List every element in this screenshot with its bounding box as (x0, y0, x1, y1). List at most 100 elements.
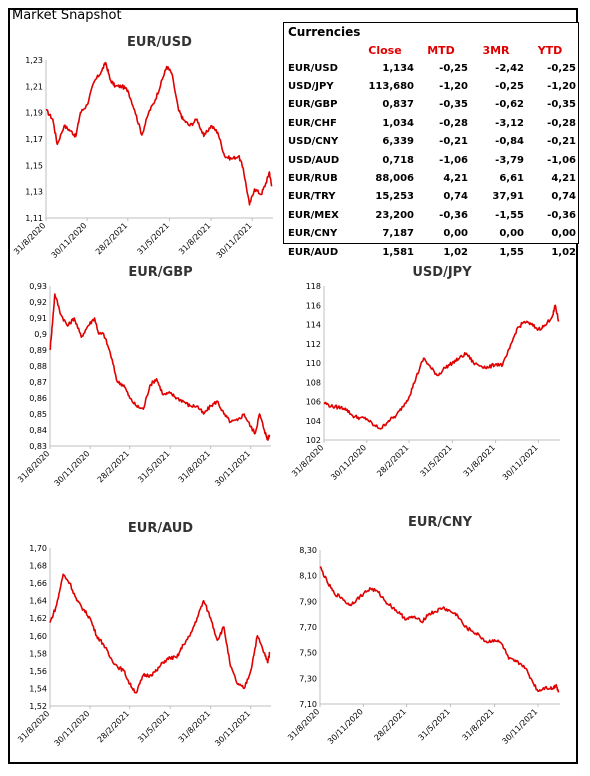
x-tick-label: 31/8/2020 (16, 449, 51, 484)
y-tick-label: 1,64 (29, 597, 47, 606)
cell-close: 1,134 (382, 62, 414, 74)
chart-svg: USD/JPY 102 104 106 108 110 112 114 116 118 31/8/2… (290, 265, 560, 482)
series-line (45, 61, 273, 206)
y-tick-label: 0,83 (29, 442, 47, 451)
y-tick-label: 7,50 (299, 649, 317, 658)
y-tick-label: 0,92 (29, 298, 47, 307)
cell-ytd: -0,28 (547, 117, 576, 129)
y-tick-label: 1,11 (25, 214, 43, 223)
x-tick-label: 28/2/2021 (96, 449, 131, 484)
x-tick-label: 31/8/2021 (177, 221, 212, 256)
chart-title: EUR/USD (127, 35, 192, 50)
cell-close: 0,718 (382, 154, 414, 166)
cell-pair: EUR/GBP (288, 99, 338, 111)
x-tick-label: 30/11/2021 (213, 709, 252, 748)
x-tick-label: 28/2/2021 (94, 221, 129, 256)
table-row: EUR/RUB 88,006 4,21 6,61 4,21 (286, 169, 576, 187)
cell-r3m: -0,25 (495, 81, 524, 93)
y-tick-label: 1,60 (29, 632, 47, 641)
cell-pair: EUR/MEX (288, 209, 339, 221)
y-tick-label: 8,10 (299, 572, 317, 581)
series-line (49, 293, 271, 441)
y-tick-label: 1,13 (25, 188, 43, 197)
x-tick-label: 31/8/2020 (286, 707, 321, 742)
series-line (319, 566, 560, 693)
cell-pair: EUR/RUB (288, 173, 338, 185)
cell-mtd: 0,00 (443, 228, 468, 240)
y-tick-label: 1,23 (25, 56, 43, 65)
y-tick-label: 7,30 (299, 674, 317, 683)
cell-r3m: -0,84 (495, 136, 524, 148)
cell-r3m: 37,91 (492, 191, 524, 203)
cell-r3m: -0,62 (495, 99, 524, 111)
cell-mtd: 4,21 (443, 173, 468, 185)
cell-mtd: 1,02 (443, 246, 468, 258)
cell-ytd: -1,20 (547, 81, 576, 93)
x-tick-label: 30/11/2020 (329, 443, 368, 482)
cell-mtd: -0,25 (439, 62, 468, 74)
y-tick-label: 102 (306, 436, 321, 445)
header-3mr: 3MR (482, 43, 510, 57)
cell-pair: EUR/AUD (288, 246, 339, 258)
y-tick-label: 0,93 (29, 282, 47, 291)
cell-close: 6,339 (382, 136, 414, 148)
cell-close: 23,200 (375, 209, 414, 221)
x-tick-label: 30/11/2020 (326, 707, 365, 746)
table-row: USD/AUD 0,718 -1,06 -3,79 -1,06 (286, 151, 576, 169)
y-tick-label: 1,19 (25, 109, 43, 118)
cell-close: 7,187 (382, 228, 414, 240)
x-tick-label: 31/5/2021 (136, 449, 171, 484)
cell-r3m: 1,55 (499, 246, 524, 258)
y-tick-label: 8,30 (299, 546, 317, 555)
cell-pair: EUR/CHF (288, 117, 337, 129)
y-tick-label: 7,10 (299, 700, 317, 709)
cell-ytd: -1,06 (547, 154, 576, 166)
snapshot-frame (8, 8, 578, 764)
y-tick-label: 1,70 (29, 544, 47, 553)
currencies-title: Currencies (288, 25, 361, 39)
x-tick-label: 31/8/2020 (290, 443, 325, 478)
x-tick-label: 31/5/2021 (418, 443, 453, 478)
chart-eur-cny: EUR/CNY 7,10 7,30 7,50 7,70 7,90 8,10 8,30 31/8/… (286, 506, 574, 762)
x-tick-label: 28/2/2021 (373, 707, 408, 742)
x-tick-label: 31/8/2021 (177, 709, 212, 744)
y-tick-label: 1,21 (25, 82, 43, 91)
y-tick-label: 0,85 (29, 410, 47, 419)
cell-ytd: -0,21 (547, 136, 576, 148)
y-tick-label: 110 (306, 359, 321, 368)
y-tick-label: 1,58 (29, 649, 47, 658)
table-row: EUR/CNY 7,187 0,00 0,00 0,00 (286, 225, 576, 243)
x-tick-label: 31/8/2021 (462, 443, 497, 478)
cell-ytd: 0,74 (551, 191, 576, 203)
cell-close: 1,581 (382, 246, 414, 258)
y-tick-label: 118 (306, 282, 321, 291)
chart-title: USD/JPY (412, 265, 472, 280)
chart-title: EUR/GBP (128, 265, 192, 280)
table-row: EUR/AUD 1,581 1,02 1,55 1,02 (286, 243, 576, 261)
table-row: EUR/TRY 15,253 0,74 37,91 0,74 (286, 188, 576, 206)
chart-svg: EUR/AUD 1,52 1,54 1,56 1,58 1,60 1,62 1,64 1,66 1… (16, 521, 271, 748)
x-tick-label: 31/5/2021 (417, 707, 452, 742)
y-tick-label: 0,88 (29, 362, 47, 371)
chart-svg: EUR/CNY 7,10 7,30 7,50 7,70 7,90 8,10 8,30 31/8/… (286, 515, 560, 746)
x-tick-label: 30/11/2021 (213, 449, 252, 488)
y-tick-label: 1,52 (29, 702, 47, 711)
table-body: EUR/USD 1,134 -0,25 -2,42 -0,25 USD/JPY 113,68… (286, 59, 576, 261)
y-tick-label: 116 (306, 301, 321, 310)
cell-ytd: -0,35 (547, 99, 576, 111)
cell-ytd: 1,02 (551, 246, 576, 258)
cell-pair: EUR/CNY (288, 228, 338, 240)
y-tick-label: 1,15 (25, 161, 43, 170)
cell-ytd: -0,36 (547, 209, 576, 221)
chart-svg: EUR/USD 1,11 1,13 1,15 1,17 1,19 1,21 1,23 31/8/… (12, 35, 273, 260)
chart-title: EUR/AUD (128, 521, 193, 536)
y-tick-label: 1,17 (25, 135, 43, 144)
cell-r3m: -2,42 (495, 62, 524, 74)
x-tick-label: 31/8/2021 (461, 707, 496, 742)
cell-pair: USD/JPY (288, 81, 334, 93)
table-row: EUR/CHF 1,034 -0,28 -3,12 -0,28 (286, 114, 576, 132)
y-tick-label: 1,68 (29, 562, 47, 571)
y-tick-label: 114 (306, 321, 321, 330)
x-tick-label: 31/8/2020 (16, 709, 51, 744)
x-tick-label: 30/11/2020 (53, 709, 92, 748)
